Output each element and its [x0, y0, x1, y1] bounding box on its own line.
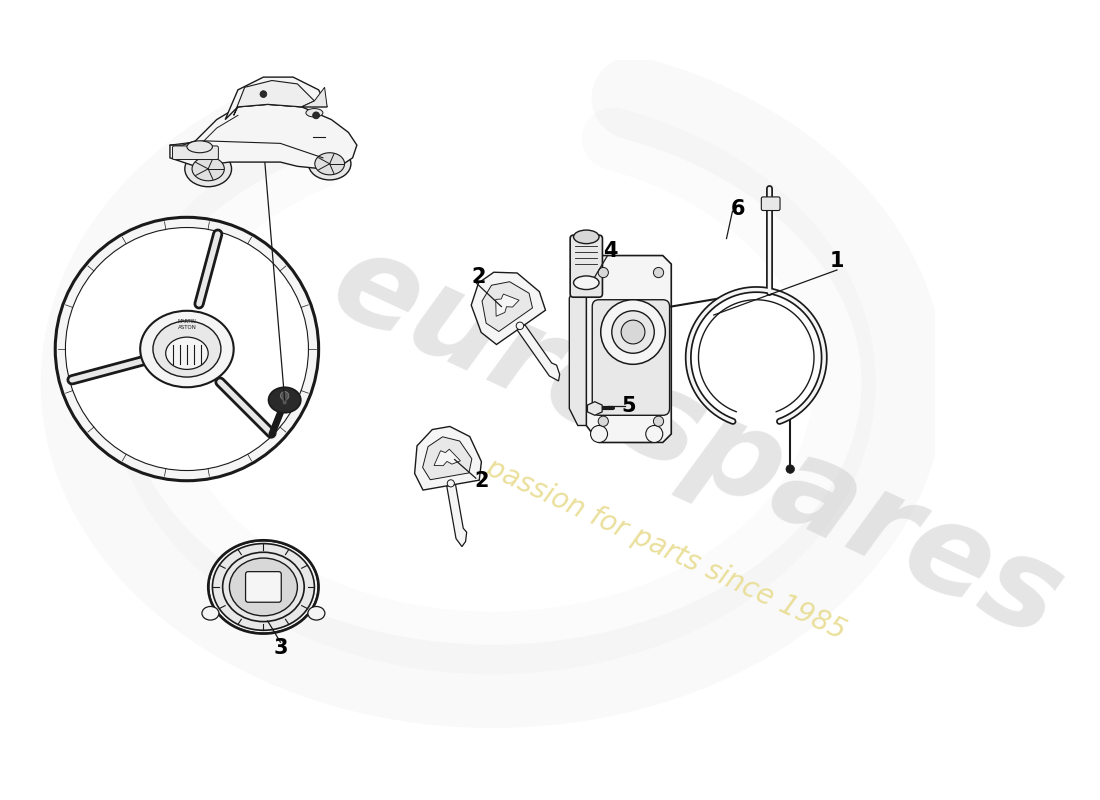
Polygon shape — [447, 484, 466, 546]
Text: 1: 1 — [829, 251, 844, 271]
FancyBboxPatch shape — [761, 197, 780, 210]
Ellipse shape — [306, 109, 323, 117]
Circle shape — [612, 310, 654, 354]
FancyBboxPatch shape — [173, 146, 219, 159]
FancyBboxPatch shape — [245, 572, 282, 602]
Circle shape — [65, 227, 308, 470]
Polygon shape — [169, 104, 356, 169]
Ellipse shape — [153, 321, 221, 377]
Text: a passion for parts since 1985: a passion for parts since 1985 — [459, 443, 850, 646]
Ellipse shape — [192, 157, 224, 181]
Circle shape — [280, 391, 289, 400]
Ellipse shape — [185, 151, 231, 186]
Polygon shape — [517, 325, 560, 381]
Polygon shape — [282, 396, 287, 404]
Ellipse shape — [166, 337, 208, 370]
Circle shape — [653, 267, 663, 278]
Text: 6: 6 — [730, 199, 745, 219]
Circle shape — [55, 218, 319, 481]
Polygon shape — [422, 437, 472, 480]
Ellipse shape — [573, 276, 600, 290]
Ellipse shape — [208, 540, 319, 634]
Circle shape — [598, 416, 608, 426]
Ellipse shape — [308, 148, 351, 180]
Ellipse shape — [222, 552, 305, 622]
Circle shape — [601, 300, 666, 364]
Ellipse shape — [212, 544, 315, 630]
Circle shape — [653, 416, 663, 426]
Polygon shape — [496, 294, 519, 316]
Polygon shape — [415, 426, 482, 490]
Text: 3: 3 — [273, 638, 288, 658]
Circle shape — [591, 426, 607, 442]
Polygon shape — [482, 282, 532, 331]
Ellipse shape — [573, 230, 600, 244]
Text: 5: 5 — [621, 396, 636, 416]
Circle shape — [598, 267, 608, 278]
Ellipse shape — [315, 153, 344, 175]
Polygon shape — [434, 449, 461, 466]
Circle shape — [786, 465, 794, 474]
Circle shape — [260, 90, 267, 98]
Text: 4: 4 — [603, 242, 617, 262]
Text: eurospares: eurospares — [314, 221, 1080, 664]
Polygon shape — [301, 87, 327, 107]
Circle shape — [646, 426, 663, 442]
Text: 2: 2 — [474, 470, 490, 490]
Text: MARTIN: MARTIN — [177, 319, 197, 324]
Circle shape — [516, 322, 524, 330]
Ellipse shape — [140, 310, 233, 387]
Ellipse shape — [308, 606, 324, 620]
Ellipse shape — [187, 141, 212, 153]
FancyBboxPatch shape — [592, 300, 670, 415]
Ellipse shape — [230, 558, 297, 616]
Ellipse shape — [268, 387, 300, 413]
Polygon shape — [587, 402, 602, 415]
Circle shape — [621, 320, 645, 344]
Text: ASTON: ASTON — [177, 326, 197, 330]
Polygon shape — [233, 81, 315, 115]
Circle shape — [312, 112, 319, 118]
Polygon shape — [226, 77, 327, 119]
Polygon shape — [570, 281, 586, 426]
FancyBboxPatch shape — [570, 235, 603, 297]
Text: 2: 2 — [471, 266, 485, 286]
Polygon shape — [586, 255, 671, 442]
Polygon shape — [471, 272, 546, 345]
Circle shape — [448, 480, 454, 487]
Ellipse shape — [202, 606, 219, 620]
